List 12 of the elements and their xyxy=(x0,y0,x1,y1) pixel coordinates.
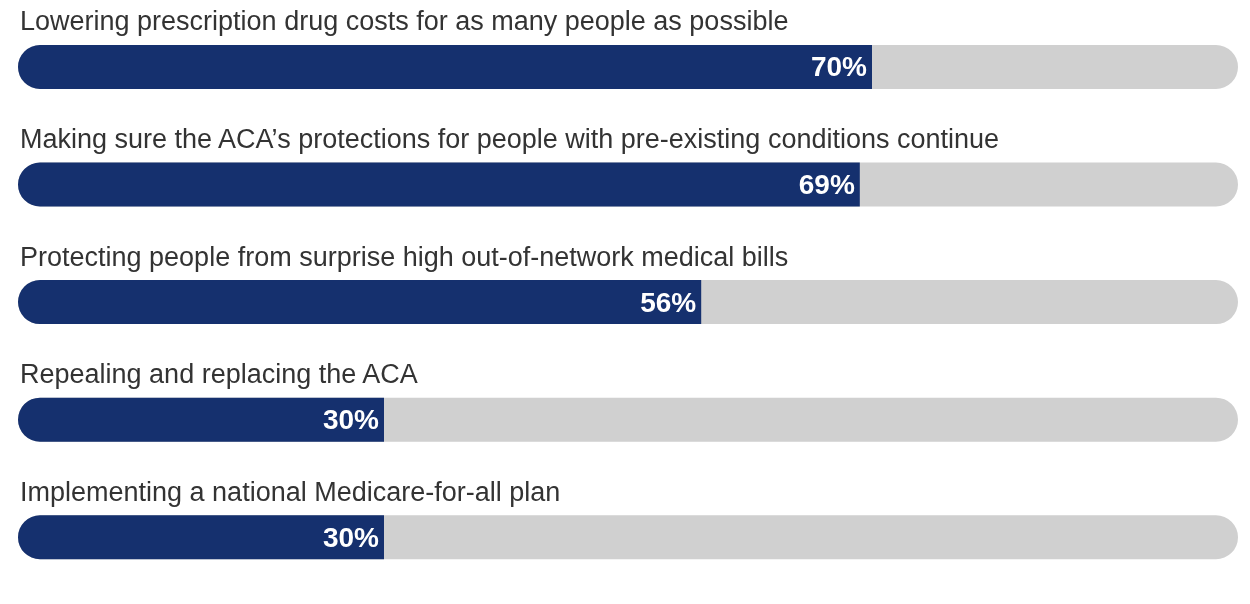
data-label: 30% xyxy=(322,521,380,553)
data-label: 69% xyxy=(798,169,855,201)
y-tick-label: Protecting people from surprise high out-of-network medical bills xyxy=(20,241,789,272)
data-label: 56% xyxy=(640,286,697,318)
bar xyxy=(18,515,384,560)
y-tick-label: Repealing and replacing the ACA xyxy=(20,359,418,390)
data-label: 30% xyxy=(322,404,380,436)
bar xyxy=(18,397,384,442)
y-tick-label: Implementing a national Medicare-for-all plan xyxy=(20,476,561,507)
y-tick-label: Lowering prescription drug costs for as many people as possible xyxy=(20,6,789,37)
data-label: 70% xyxy=(810,51,868,83)
y-tick-label: Making sure the ACA’s protections for people with pre-existing conditions continue xyxy=(20,124,1000,155)
